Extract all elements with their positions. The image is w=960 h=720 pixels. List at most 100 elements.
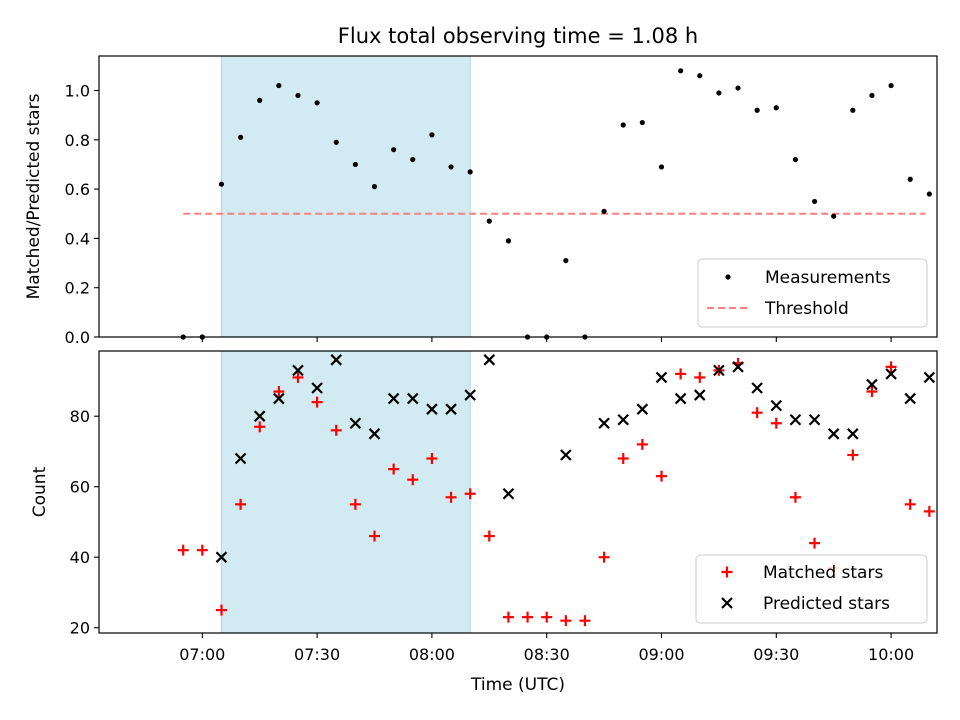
- bottom-y-tick-label: 80: [70, 407, 90, 426]
- measurement-point: [429, 132, 435, 138]
- predicted-star-point: [426, 403, 438, 415]
- bottom-axes-frame: [98, 350, 938, 634]
- legend-label-threshold: Threshold: [764, 299, 849, 319]
- legend-label-measurements: Measurements: [765, 268, 891, 288]
- measurement-point: [639, 119, 645, 126]
- chart-title: Flux total observing time = 1.08 h: [338, 24, 698, 48]
- matched-star-point: [809, 537, 821, 549]
- predicted-star-point: [713, 364, 725, 377]
- matched-star-point: [522, 611, 534, 623]
- measurement-point: [792, 156, 799, 163]
- x-axis-label: Time (UTC): [470, 675, 565, 695]
- legend-plus-glyph: [721, 566, 733, 578]
- measurement-point: [754, 107, 760, 113]
- legend-marker-measurements: [725, 274, 731, 280]
- measurement-point: [697, 73, 703, 79]
- matched-star-point: [215, 604, 227, 616]
- measurement-point: [333, 139, 339, 145]
- predicted-star-point: [770, 399, 783, 412]
- predicted-star-point: [368, 428, 381, 440]
- measurement-point: [448, 164, 454, 170]
- predicted-star-point: [349, 417, 362, 430]
- matched-star-point: [617, 453, 629, 465]
- predicted-star-point: [445, 403, 457, 415]
- x-tick-label: 09:00: [638, 645, 684, 664]
- measurement-point: [888, 82, 894, 89]
- measurement-point: [620, 122, 626, 128]
- matched-star-point: [655, 470, 667, 482]
- matched-star-point: [445, 491, 457, 503]
- predicted-star-point: [751, 382, 763, 394]
- measurement-point: [716, 90, 722, 96]
- predicted-star-point: [311, 382, 323, 394]
- predicted-star-point: [330, 354, 343, 366]
- matched-star-point: [694, 371, 706, 383]
- top-legend: Measurements Threshold: [697, 258, 928, 328]
- bottom-y-tick-label: 40: [70, 548, 90, 567]
- predicted-star-point: [598, 417, 610, 430]
- predicted-star-point: [827, 428, 840, 440]
- legend-label-matched-stars: Matched stars: [763, 563, 883, 583]
- matched-star-point: [579, 615, 591, 627]
- predicted-star-point: [923, 371, 936, 384]
- bottom-axes: 20 40 60 80 07:00 07:30 08:00 08:30 09:00 09:30 10…: [30, 350, 938, 695]
- matched-star-point: [196, 544, 208, 556]
- matched-star-point: [254, 421, 266, 433]
- matched-star-point: [789, 491, 801, 503]
- matched-star-point: [407, 474, 419, 486]
- legend-marker-predicted-stars: [721, 597, 733, 609]
- matched-star-point: [464, 488, 476, 500]
- measurement-point: [371, 184, 378, 190]
- measurement-point: [295, 92, 301, 99]
- measurement-point: [410, 156, 416, 163]
- measurement-point: [486, 218, 492, 224]
- measurement-point: [658, 164, 665, 170]
- measurement-point: [907, 176, 913, 182]
- matched-star-point: [177, 544, 189, 556]
- bottom-y-axis-label: Count: [30, 466, 50, 517]
- x-tick-label: 07:30: [294, 645, 340, 664]
- top-y-tick-label: 0.8: [65, 131, 90, 150]
- predicted-star-point: [502, 487, 515, 500]
- bottom-legend: Matched stars Predicted stars: [695, 554, 928, 624]
- top-y-tick-label: 0.0: [65, 328, 90, 347]
- measurement-point: [276, 82, 282, 89]
- predicted-star-point: [483, 354, 496, 366]
- matched-star-point: [770, 417, 782, 429]
- bottom-legend-box: [695, 554, 928, 624]
- top-axes-frame: [98, 55, 938, 338]
- predicted-star-point: [560, 449, 572, 461]
- measurement-point: [850, 107, 856, 113]
- predicted-star-point: [904, 392, 916, 405]
- matched-star-point: [330, 424, 342, 436]
- matched-star-point: [349, 498, 361, 510]
- matched-star-point: [292, 371, 304, 383]
- measurement-point: [678, 68, 684, 74]
- measurement-point: [869, 92, 875, 99]
- matched-star-point: [866, 386, 878, 398]
- top-y-tick-label: 0.6: [65, 180, 90, 199]
- matched-star-point: [636, 438, 648, 450]
- predicted-star-point: [617, 413, 630, 426]
- predicted-star-point: [215, 551, 228, 563]
- measurement-point: [257, 97, 263, 103]
- legend-label-predicted-stars: Predicted stars: [763, 594, 890, 614]
- matched-star-point: [675, 368, 687, 380]
- matched-star-point: [847, 449, 859, 461]
- predicted-star-point: [789, 413, 802, 426]
- matched-star-point: [751, 407, 763, 419]
- x-tick-label: 07:00: [179, 645, 225, 664]
- predicted-star-point: [655, 371, 668, 384]
- matched-star-point: [273, 386, 285, 398]
- predicted-star-point: [406, 392, 419, 405]
- predicted-star-point: [292, 364, 304, 377]
- predicted-star-point: [866, 378, 878, 391]
- predicted-star-point: [234, 452, 247, 465]
- measurement-point: [811, 198, 818, 205]
- top-legend-box: [697, 258, 928, 328]
- predicted-star-point: [693, 389, 706, 401]
- measurement-point: [563, 257, 569, 264]
- measurement-point: [352, 161, 358, 168]
- matched-star-point: [598, 551, 610, 563]
- matched-star-point: [426, 453, 438, 465]
